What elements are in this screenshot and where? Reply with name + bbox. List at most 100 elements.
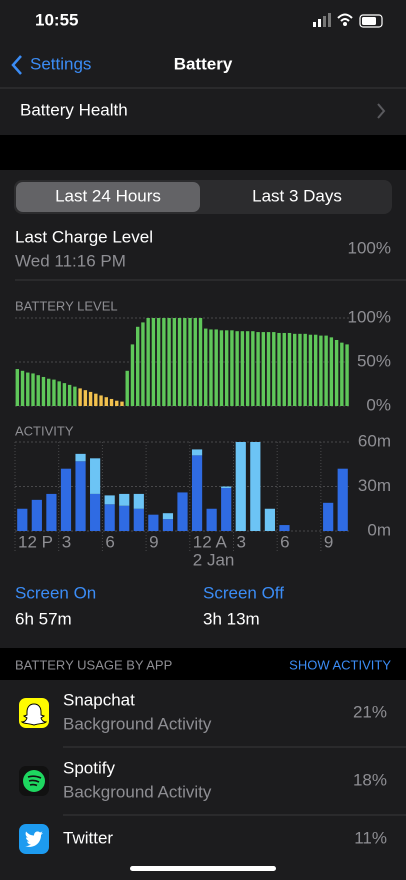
activity-bar <box>90 493 101 531</box>
activity-bar <box>90 458 101 494</box>
activity-bar <box>119 493 130 506</box>
x-tick-label: 3 <box>236 532 245 551</box>
spotify-waves <box>27 775 42 787</box>
battery-bar <box>240 331 245 406</box>
activity-bar <box>162 519 174 531</box>
battery-bar <box>272 332 276 406</box>
battery-bar <box>319 335 323 406</box>
activity-bar <box>148 514 159 531</box>
app-percent: 21% <box>353 702 387 721</box>
battery-bar <box>219 330 224 406</box>
activity-bar <box>235 442 246 531</box>
status-icons <box>313 13 383 28</box>
app-name[interactable]: Snapchat <box>63 690 135 709</box>
y-tick-label: 30m <box>358 476 391 495</box>
battery-bar <box>62 383 67 406</box>
activity-bar <box>17 508 28 531</box>
battery-bar <box>20 370 25 406</box>
battery-bar <box>88 391 93 406</box>
battery-bar <box>94 393 98 406</box>
battery-bar <box>193 318 197 406</box>
battery-bar <box>109 398 114 406</box>
y-tick-label: 50% <box>357 351 391 370</box>
activity-bar <box>221 486 232 488</box>
battery-bar <box>298 333 302 406</box>
y-tick-label: 60m <box>358 431 391 450</box>
battery-bar <box>261 332 266 406</box>
clock: 10:55 <box>35 10 78 29</box>
battery-bar <box>209 329 213 406</box>
activity-bar <box>133 508 144 531</box>
activity-bar <box>60 468 72 531</box>
battery-bar <box>125 370 129 406</box>
app-percent: 11% <box>354 828 387 847</box>
activity-bar <box>206 508 217 531</box>
show-activity[interactable]: SHOW ACTIVITY <box>289 657 391 672</box>
activity-bar <box>279 525 290 531</box>
activity-bar <box>323 502 334 531</box>
battery-bar <box>57 381 61 406</box>
activity-chart-title: ACTIVITY <box>15 423 74 438</box>
battery-bar <box>151 318 156 406</box>
battery-bar <box>162 318 166 406</box>
app-name[interactable]: Spotify <box>63 758 115 777</box>
battery-bar <box>67 384 72 406</box>
activity-bar <box>177 492 188 531</box>
battery-bar <box>26 372 30 406</box>
x-tick-label: 12 A <box>193 532 228 551</box>
battery-bar <box>282 332 286 406</box>
battery-bar <box>256 332 260 406</box>
battery-bar <box>31 373 35 406</box>
activity-bar <box>75 453 86 462</box>
activity-bar <box>191 455 203 531</box>
battery-bar <box>172 318 177 406</box>
screen-on-label: Screen On <box>15 583 96 602</box>
battery-bar <box>277 332 281 406</box>
back-chevron[interactable] <box>11 55 22 75</box>
segment[interactable]: Last 24 Hours <box>55 186 161 205</box>
battery-bar <box>198 318 203 406</box>
battery-bar <box>324 335 328 406</box>
battery-bar <box>287 332 292 406</box>
battery-bar <box>120 401 124 406</box>
y-tick-label: 100% <box>348 307 391 326</box>
battery-bar <box>141 322 145 406</box>
battery-health-row[interactable]: Battery Health <box>20 100 128 119</box>
activity-bar <box>191 449 203 456</box>
x-tick-label: 3 <box>62 532 71 551</box>
x-tick-label: 12 P <box>18 532 53 551</box>
battery-bar <box>104 397 108 406</box>
battery-bar <box>156 318 161 406</box>
battery-bar <box>188 318 192 406</box>
chevron <box>377 103 386 119</box>
app-name[interactable]: Twitter <box>63 828 113 847</box>
segment-selected[interactable] <box>16 182 200 212</box>
battery-chart-title: BATTERY LEVEL <box>15 298 118 313</box>
battery-bar <box>83 390 88 406</box>
activity-bar <box>221 487 232 531</box>
last-charge-value: 100% <box>348 238 391 257</box>
battery-bar <box>183 318 187 406</box>
date-annotation: 2 Jan <box>193 550 235 569</box>
battery-bar <box>235 331 239 406</box>
activity-bar <box>119 505 130 531</box>
x-tick-label: 6 <box>105 532 114 551</box>
app-detail: Background Activity <box>63 782 212 801</box>
battery-bar <box>245 331 250 406</box>
battery-bar <box>230 330 234 406</box>
screen-on-total: 6h 57m <box>15 609 72 628</box>
back-button[interactable]: Settings <box>30 54 91 73</box>
usage-title: BATTERY USAGE BY APP <box>15 657 172 672</box>
activity-bar <box>337 468 348 531</box>
battery-bar <box>167 318 171 406</box>
snapchat-glyph <box>20 703 48 726</box>
battery-bar <box>15 369 20 406</box>
activity-bar <box>75 461 86 531</box>
nav-title: Battery <box>174 54 233 73</box>
battery-bar <box>130 344 135 406</box>
battery-bar <box>177 318 182 406</box>
segment[interactable]: Last 3 Days <box>252 186 342 205</box>
y-tick-label: 0% <box>366 395 391 414</box>
battery-bar <box>266 332 271 406</box>
